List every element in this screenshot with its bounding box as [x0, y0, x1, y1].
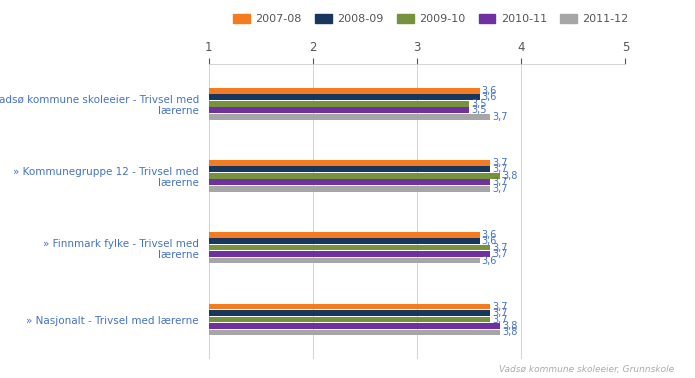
Bar — [208, 88, 480, 94]
Bar — [208, 245, 490, 251]
Bar — [208, 179, 490, 185]
Text: 3,7: 3,7 — [492, 158, 507, 168]
Text: 3,8: 3,8 — [502, 171, 518, 181]
Text: 3,7: 3,7 — [492, 249, 507, 259]
Bar — [208, 304, 490, 310]
Text: 3,7: 3,7 — [492, 302, 507, 311]
Text: 3,7: 3,7 — [492, 112, 507, 122]
Text: 3,7: 3,7 — [492, 184, 507, 194]
Bar — [208, 251, 490, 257]
Bar — [208, 166, 490, 172]
Bar — [208, 94, 480, 100]
Text: 3,7: 3,7 — [492, 243, 507, 253]
Bar — [208, 186, 490, 192]
Bar — [208, 238, 480, 244]
Text: 3,5: 3,5 — [471, 105, 486, 115]
Bar — [208, 317, 490, 322]
Legend: 2007-08, 2008-09, 2009-10, 2010-11, 2011-12: 2007-08, 2008-09, 2009-10, 2010-11, 2011… — [229, 9, 633, 29]
Bar — [208, 173, 500, 178]
Text: 3,6: 3,6 — [482, 236, 497, 246]
Bar — [208, 160, 490, 166]
Bar — [208, 114, 490, 119]
Text: 3,8: 3,8 — [502, 327, 518, 338]
Text: 3,6: 3,6 — [482, 230, 497, 240]
Text: 3,7: 3,7 — [492, 308, 507, 318]
Bar — [208, 323, 500, 329]
Text: 3,6: 3,6 — [482, 92, 497, 102]
Bar — [208, 310, 490, 316]
Bar — [208, 258, 480, 263]
Bar — [208, 232, 480, 237]
Bar — [208, 107, 469, 113]
Text: 3,7: 3,7 — [492, 164, 507, 174]
Text: 3,7: 3,7 — [492, 177, 507, 187]
Text: 3,6: 3,6 — [482, 256, 497, 266]
Bar — [208, 330, 500, 335]
Text: 3,8: 3,8 — [502, 321, 518, 331]
Text: 3,6: 3,6 — [482, 86, 497, 96]
Text: 3,7: 3,7 — [492, 314, 507, 325]
Text: 3,5: 3,5 — [471, 99, 486, 109]
Text: Vadsø kommune skoleeier, Grunnskole: Vadsø kommune skoleeier, Grunnskole — [499, 365, 674, 374]
Bar — [208, 101, 469, 107]
